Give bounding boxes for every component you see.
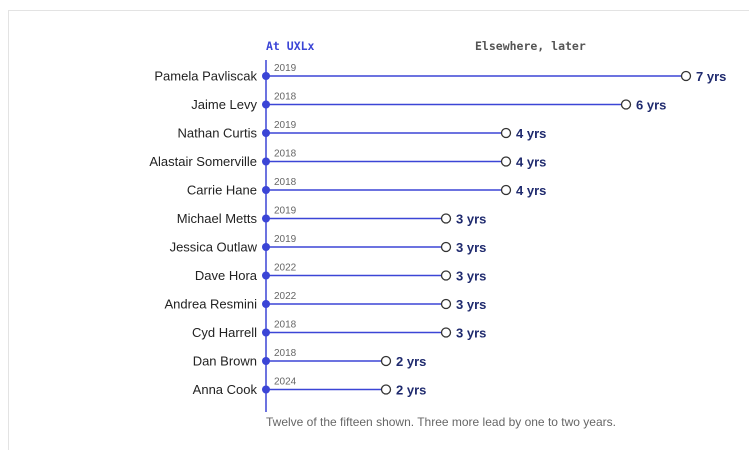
person-name: Carrie Hane [187, 183, 257, 198]
later-dot [680, 70, 692, 82]
later-dot [440, 298, 452, 310]
later-dot [440, 241, 452, 253]
later-dot [500, 184, 512, 196]
uxlx-year-label: 2018 [274, 348, 297, 359]
person-name: Dave Hora [195, 268, 258, 283]
lead-duration-label: 4 yrs [516, 183, 546, 198]
uxlx-dot [262, 328, 270, 337]
person-name: Alastair Somerville [149, 154, 257, 169]
person-name: Dan Brown [193, 354, 257, 369]
uxlx-dot [262, 157, 270, 166]
lead-duration-label: 7 yrs [696, 69, 726, 84]
uxlx-dot [262, 300, 270, 308]
person-name: Cyd Harrell [192, 325, 257, 340]
uxlx-year-label: 2019 [274, 206, 297, 217]
person-name: Michael Metts [177, 211, 258, 226]
later-dot [440, 327, 452, 338]
uxlx-year-label: 2018 [274, 177, 297, 188]
uxlx-year-label: 2022 [274, 263, 297, 274]
uxlx-dot [262, 129, 270, 137]
person-name: Anna Cook [193, 382, 258, 397]
person-name: Pamela Pavliscak [154, 69, 257, 84]
later-dot [500, 156, 512, 167]
uxlx-dot [262, 385, 270, 394]
person-name: Jaime Levy [191, 97, 257, 112]
uxlx-year-label: 2019 [274, 120, 297, 131]
uxlx-year-label: 2018 [274, 320, 297, 331]
uxlx-dot [262, 271, 270, 280]
footnote: Twelve of the fifteen shown. Three more … [266, 415, 616, 429]
lead-duration-label: 2 yrs [396, 354, 426, 369]
header-elsewhere-later: Elsewhere, later [475, 39, 586, 53]
later-dot [500, 127, 512, 139]
uxlx-dot [262, 72, 270, 80]
lead-duration-label: 3 yrs [456, 297, 486, 312]
lead-duration-label: 3 yrs [456, 326, 486, 341]
later-dot [620, 99, 632, 110]
chart-rows: Pamela Pavliscak 2019 7 yrs Jaime Levy 2018 6… [149, 63, 726, 398]
later-dot [440, 213, 452, 224]
uxlx-dot [262, 243, 270, 251]
uxlx-year-label: 2018 [274, 149, 297, 160]
lead-duration-label: 6 yrs [636, 98, 666, 113]
later-dot [380, 355, 392, 367]
uxlx-dot [262, 186, 270, 194]
uxlx-dot [262, 214, 270, 223]
lead-duration-label: 4 yrs [516, 155, 546, 170]
person-name: Jessica Outlaw [170, 240, 258, 255]
uxlx-year-label: 2019 [274, 234, 297, 245]
header-at-uxlx: At UXLx [266, 39, 315, 53]
uxlx-year-label: 2018 [274, 92, 297, 103]
uxlx-dot [262, 357, 270, 365]
uxlx-year-label: 2022 [274, 291, 297, 302]
uxlx-dot [262, 100, 270, 109]
lead-duration-label: 3 yrs [456, 240, 486, 255]
later-dot [440, 270, 452, 281]
chart-frame [8, 10, 749, 450]
uxlx-year-label: 2019 [274, 63, 297, 74]
later-dot [380, 384, 392, 395]
person-name: Nathan Curtis [178, 126, 258, 141]
lead-duration-label: 3 yrs [456, 212, 486, 227]
lead-duration-label: 2 yrs [396, 383, 426, 398]
person-name: Andrea Resmini [165, 297, 258, 312]
lead-duration-label: 3 yrs [456, 269, 486, 284]
lead-duration-label: 4 yrs [516, 126, 546, 141]
uxlx-year-label: 2024 [274, 377, 297, 388]
